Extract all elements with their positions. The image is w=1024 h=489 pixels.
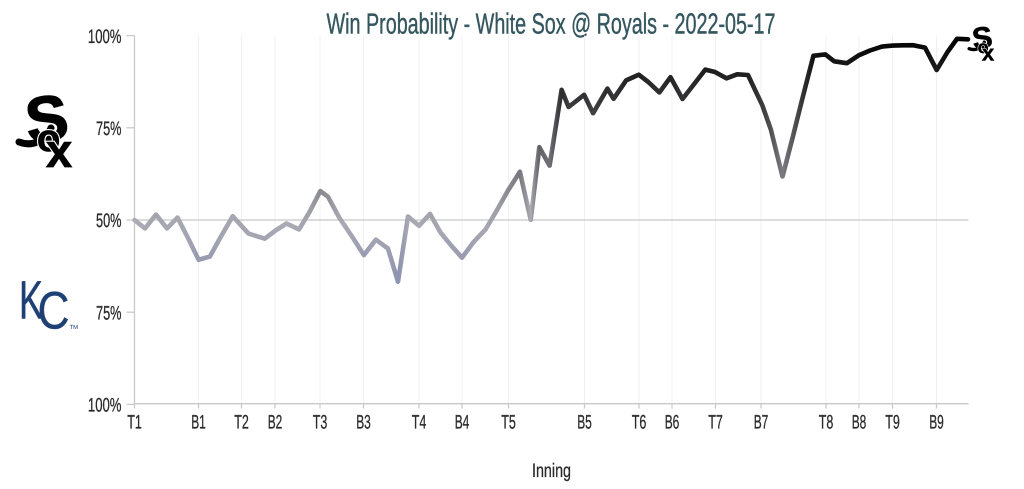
svg-text:T1: T1 <box>127 412 142 434</box>
svg-text:T3: T3 <box>313 412 328 434</box>
svg-text:T5: T5 <box>501 412 516 434</box>
svg-text:Inning: Inning <box>532 460 571 482</box>
svg-text:T7: T7 <box>708 412 723 434</box>
svg-text:B2: B2 <box>268 412 283 434</box>
svg-text:TM: TM <box>70 324 79 331</box>
svg-text:T4: T4 <box>412 412 427 434</box>
svg-text:B1: B1 <box>191 412 206 434</box>
svg-text:T9: T9 <box>885 412 900 434</box>
svg-text:B3: B3 <box>356 412 371 434</box>
svg-text:Win Probability - White Sox @: Win Probability - White Sox @ Royals - 2… <box>327 9 776 41</box>
svg-text:75%: 75% <box>96 118 122 140</box>
svg-text:K: K <box>19 271 43 331</box>
svg-text:B5: B5 <box>577 412 592 434</box>
svg-text:100%: 100% <box>88 395 122 417</box>
svg-text:T2: T2 <box>234 412 249 434</box>
svg-text:B9: B9 <box>929 412 944 434</box>
svg-text:C: C <box>38 282 70 341</box>
svg-text:100%: 100% <box>88 26 122 48</box>
svg-text:B6: B6 <box>665 412 680 434</box>
svg-text:75%: 75% <box>96 302 122 324</box>
svg-text:50%: 50% <box>96 210 122 232</box>
svg-text:T6: T6 <box>632 412 647 434</box>
svg-text:B7: B7 <box>754 412 769 434</box>
svg-text:B8: B8 <box>852 412 867 434</box>
svg-text:T8: T8 <box>819 412 834 434</box>
svg-text:B4: B4 <box>455 412 470 434</box>
